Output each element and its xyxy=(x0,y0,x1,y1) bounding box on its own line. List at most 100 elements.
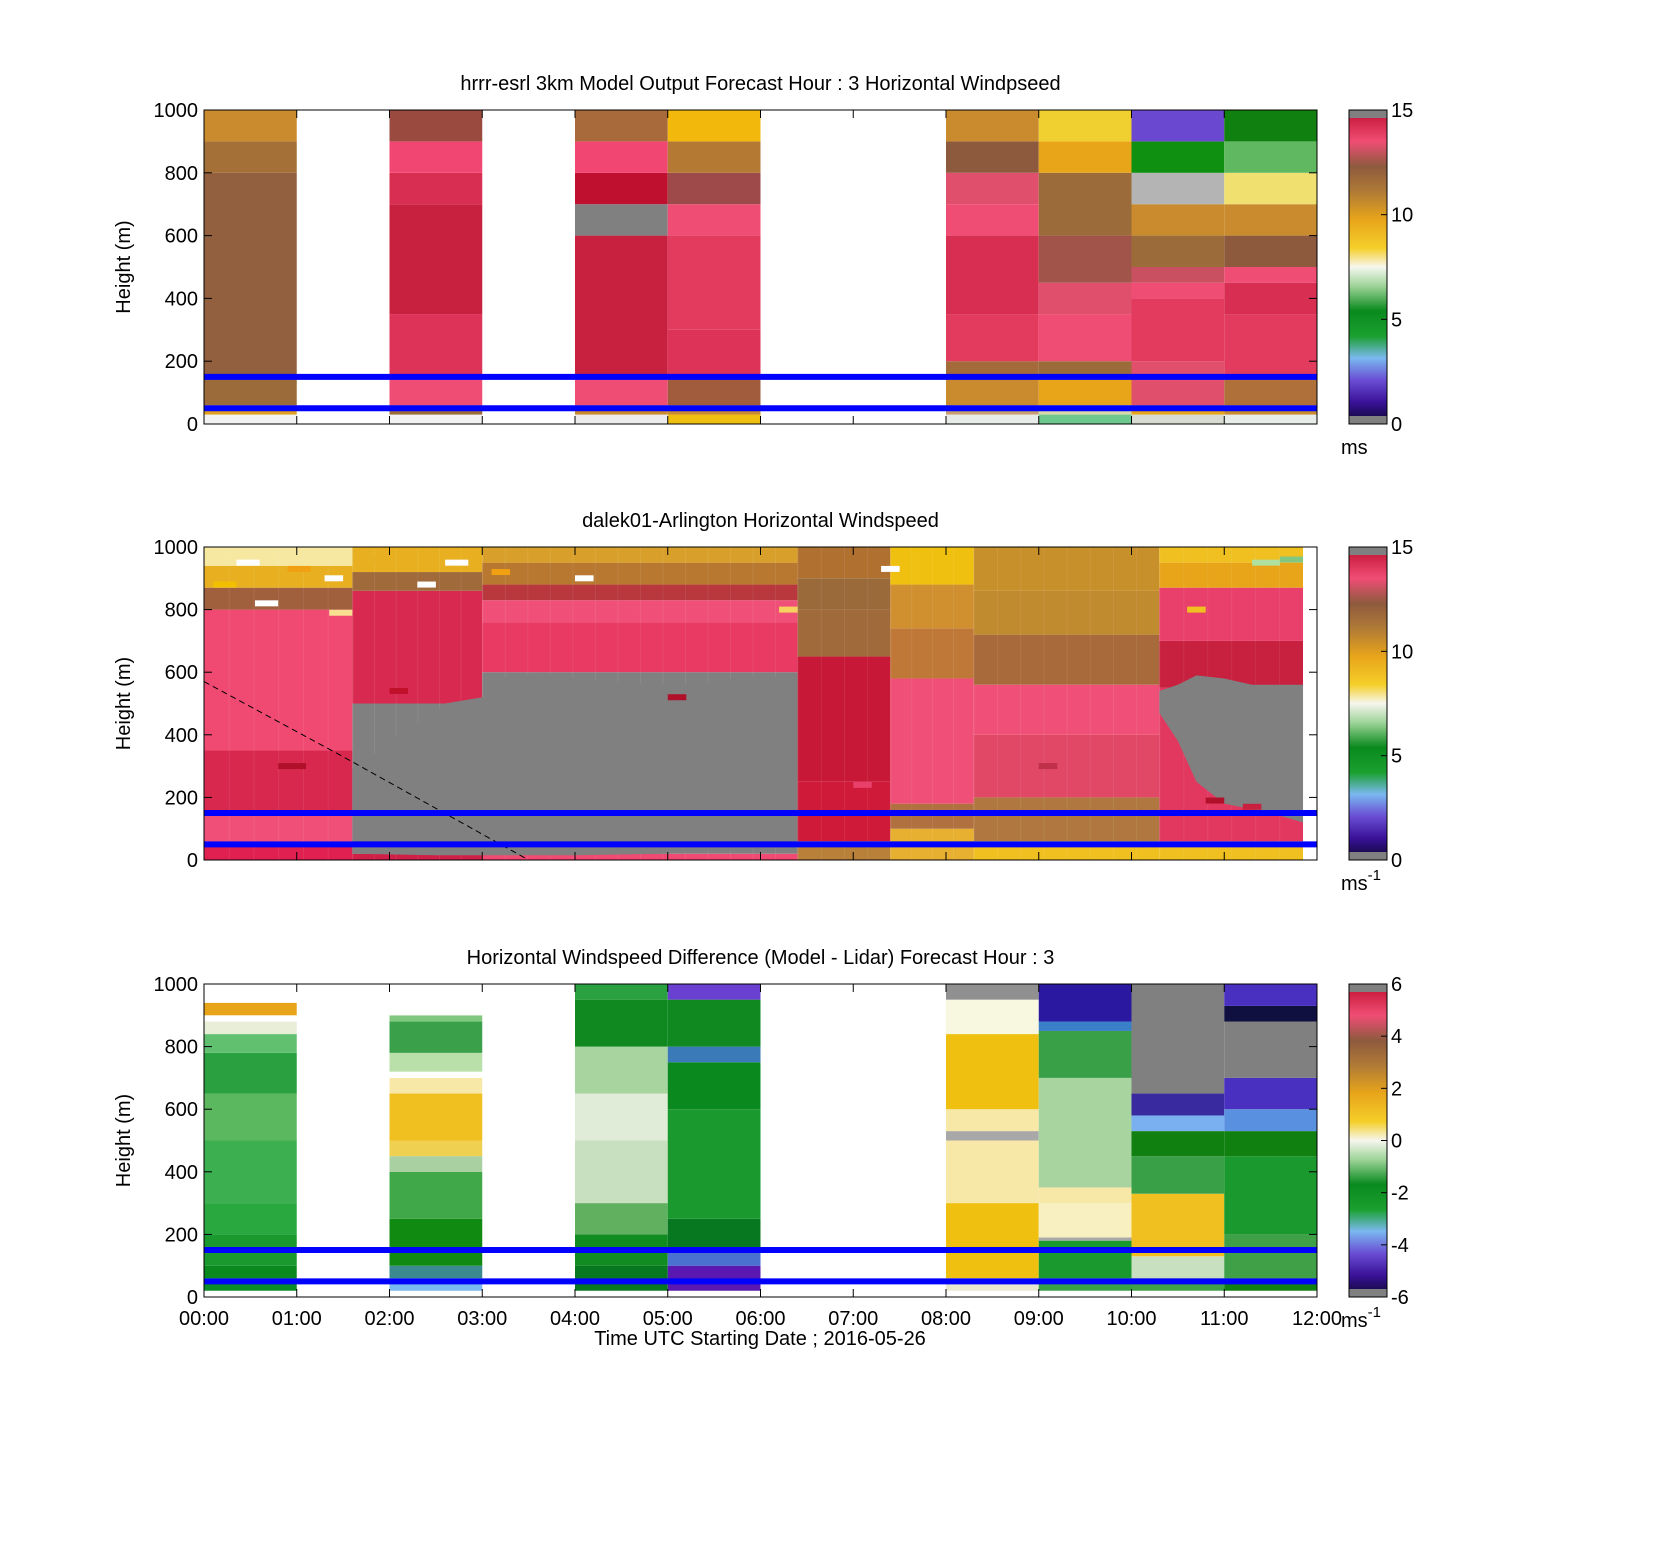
lidar-stripe xyxy=(389,687,409,694)
lidar-cell xyxy=(482,562,798,585)
colorbar-unit-base: ms xyxy=(1341,1310,1368,1332)
lidar-cell xyxy=(1159,587,1304,641)
y-tick-label: 0 xyxy=(187,1287,198,1309)
heatmap-cell xyxy=(389,1077,483,1094)
colorbar-unit: ms-1 xyxy=(1341,867,1381,895)
heatmap-cell xyxy=(1038,984,1132,1022)
heatmap-cell xyxy=(389,984,483,1016)
lidar-texture xyxy=(797,547,799,860)
colorbar-tick-label: 15 xyxy=(1391,537,1413,559)
lidar-cell xyxy=(1159,562,1304,588)
lidar-cell xyxy=(204,813,353,842)
heatmap-cell xyxy=(389,1021,483,1053)
lidar-cell xyxy=(482,853,798,860)
heatmap-cell xyxy=(204,1021,297,1035)
lidar-cell xyxy=(797,547,891,579)
heatmap-cell xyxy=(667,235,761,330)
heatmap-cell xyxy=(389,1218,483,1266)
lidar-stripe xyxy=(491,569,511,576)
lidar-texture xyxy=(1136,547,1138,860)
heatmap-cell xyxy=(1224,1109,1317,1132)
heatmap-cell xyxy=(204,1093,297,1141)
heatmap-cell xyxy=(667,376,761,406)
lidar-stripe xyxy=(1279,556,1304,563)
lidar-texture xyxy=(374,547,376,860)
colorbar-tick-label: 10 xyxy=(1391,205,1413,227)
colorbar-tick-label: 2 xyxy=(1391,1078,1402,1100)
lidar-texture xyxy=(890,547,892,860)
lidar-stripe xyxy=(361,556,385,563)
panel-title: dalek01-Arlington Horizontal Windspeed xyxy=(582,510,939,532)
y-axis-label: Height (m) xyxy=(113,657,135,750)
heatmap-cells xyxy=(204,110,1317,424)
model-panel: hrrr-esrl 3km Model Output Forecast Hour… xyxy=(113,73,1413,459)
heatmap-cell xyxy=(389,376,483,406)
heatmap-cell xyxy=(1131,1256,1225,1279)
heatmap-cell xyxy=(1224,235,1317,267)
heatmap-cell xyxy=(946,141,1039,173)
heatmap-cell xyxy=(1131,235,1225,267)
heatmap-cell xyxy=(667,984,761,1000)
lidar-stripe xyxy=(853,781,872,788)
heatmap-cell xyxy=(1038,414,1132,424)
heatmap-cell xyxy=(389,314,483,377)
colorbar-tick-label: 0 xyxy=(1391,414,1402,436)
heatmap-cell xyxy=(1131,204,1225,236)
lidar-cell xyxy=(204,750,353,814)
lidar-stripe xyxy=(445,559,469,566)
lidar-cell xyxy=(352,853,483,860)
heatmap-cell xyxy=(1038,1021,1132,1031)
lidar-stripe xyxy=(236,559,260,566)
lidar-cell xyxy=(890,628,974,679)
y-tick-label: 0 xyxy=(187,414,198,436)
heatmap-cell xyxy=(204,984,297,1003)
lidar-texture xyxy=(952,547,954,860)
heatmap-cell xyxy=(1224,110,1317,142)
heatmap-cell xyxy=(1224,414,1317,424)
heatmap-cell xyxy=(667,204,761,236)
heatmap-cell xyxy=(1224,376,1317,406)
lidar-cell xyxy=(890,803,974,829)
heatmap-cell xyxy=(1224,141,1317,173)
colorbar-unit-base: ms xyxy=(1341,437,1368,459)
heatmap-cell xyxy=(575,376,668,406)
heatmap-cell xyxy=(1131,414,1225,424)
heatmap-cell xyxy=(1131,172,1225,205)
heatmap-cell xyxy=(1038,1187,1132,1204)
heatmap-cell xyxy=(389,172,483,205)
heatmap-cell xyxy=(575,1203,668,1235)
heatmap-cell xyxy=(204,1140,297,1204)
heatmap-cell xyxy=(946,204,1039,236)
heatmap-cell xyxy=(667,414,761,424)
heatmap-cell xyxy=(1131,298,1225,362)
heatmap-cell xyxy=(1038,1240,1132,1279)
dashed-reference-line xyxy=(203,681,529,861)
heatmap-cell xyxy=(1224,1131,1317,1157)
heatmap-cell xyxy=(1131,141,1225,173)
colorbar-unit-superscript: -1 xyxy=(1368,1304,1381,1321)
heatmap-cell xyxy=(204,1034,297,1053)
lidar-stripe xyxy=(881,565,900,572)
heatmap-cell xyxy=(1038,361,1132,377)
y-tick-label: 1000 xyxy=(154,537,199,559)
x-tick-label: 08:00 xyxy=(921,1308,971,1330)
heatmap-cell xyxy=(575,172,668,205)
lidar-texture xyxy=(843,547,845,860)
heatmap-cell xyxy=(204,110,297,142)
heatmap-cell xyxy=(1038,1030,1132,1078)
x-tick-label: 07:00 xyxy=(828,1308,878,1330)
colorbar-cap xyxy=(1349,984,1387,992)
heatmap-cell xyxy=(946,1131,1039,1141)
lidar-texture xyxy=(1089,547,1091,860)
heatmap-cell xyxy=(389,141,483,173)
lidar-texture xyxy=(395,547,397,860)
heatmap-cell xyxy=(667,329,761,377)
heatmap-cell xyxy=(1038,376,1132,406)
lidar-cell xyxy=(973,684,1160,735)
heatmap-cell xyxy=(1131,267,1225,283)
colorbar-tick-label: 6 xyxy=(1391,974,1402,996)
lidar-cell xyxy=(482,622,798,673)
lidar-panel: dalek01-Arlington Horizontal Windspeed 0 2… xyxy=(113,510,1413,895)
heatmap-cell xyxy=(204,172,297,377)
heatmap-cell xyxy=(946,1109,1039,1132)
